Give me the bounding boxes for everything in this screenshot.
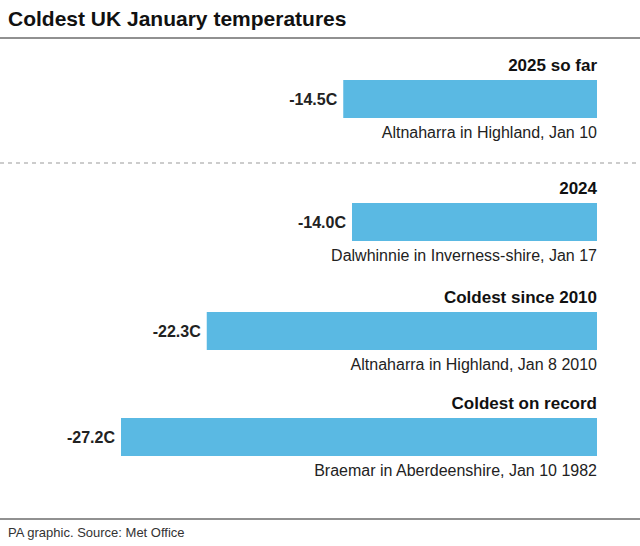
svg-text:Dalwhinnie in Inverness-shire,: Dalwhinnie in Inverness-shire, Jan 17 xyxy=(331,247,597,264)
svg-text:Braemar in Aberdeenshire, Jan: Braemar in Aberdeenshire, Jan 10 1982 xyxy=(314,462,597,479)
svg-text:-27.2C: -27.2C xyxy=(67,429,115,446)
svg-text:2024: 2024 xyxy=(559,179,597,198)
svg-text:2025 so far: 2025 so far xyxy=(508,56,597,75)
svg-text:-22.3C: -22.3C xyxy=(153,323,201,340)
svg-text:Altnaharra in Highland, Jan 8: Altnaharra in Highland, Jan 8 2010 xyxy=(351,356,597,373)
svg-text:Coldest UK January temperature: Coldest UK January temperatures xyxy=(8,7,346,30)
svg-text:Altnaharra in Highland, Jan 10: Altnaharra in Highland, Jan 10 xyxy=(382,124,597,141)
svg-text:Coldest since 2010: Coldest since 2010 xyxy=(444,288,597,307)
svg-text:-14.5C: -14.5C xyxy=(289,91,337,108)
svg-text:-14.0C: -14.0C xyxy=(298,214,346,231)
svg-text:PA graphic. Source: Met Office: PA graphic. Source: Met Office xyxy=(8,525,185,540)
svg-text:Coldest on record: Coldest on record xyxy=(452,394,597,413)
